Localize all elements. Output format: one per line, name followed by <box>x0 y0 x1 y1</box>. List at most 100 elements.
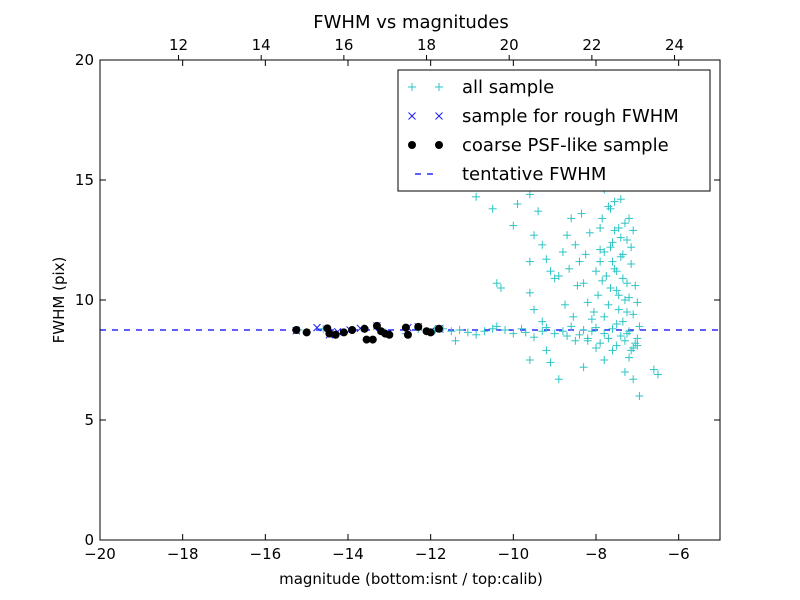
series-0-point-137 <box>600 312 609 321</box>
series-0-point-42 <box>620 336 629 345</box>
legend-entry-3: tentative FWHM <box>415 164 606 185</box>
series-0-point-106 <box>633 298 642 307</box>
series-2-point-16 <box>426 328 435 337</box>
series-0-point-146 <box>610 197 619 206</box>
series-0-point-117 <box>581 250 590 259</box>
legend-marker-2-b <box>435 141 443 149</box>
series-0-point-127 <box>618 250 627 259</box>
series-0-point-70 <box>554 375 563 384</box>
x-axis-label: magnitude (bottom:isnt / top:calib) <box>279 570 543 588</box>
x-tick-label-4: −12 <box>415 545 447 563</box>
series-0-point-53 <box>513 200 522 208</box>
legend-label-0: all sample <box>462 77 554 98</box>
series-0-point-66 <box>538 317 547 326</box>
series-0-point-63 <box>492 279 501 288</box>
legend-marker-1-b <box>435 112 443 120</box>
series-2-point-7 <box>362 335 371 344</box>
series-0-point-84 <box>575 257 584 266</box>
series-0-point-132 <box>620 296 629 304</box>
series-0-point-107 <box>633 341 642 350</box>
series-0-point-21 <box>517 324 526 333</box>
series-0-point-122 <box>561 300 569 309</box>
series-0-point-19 <box>501 326 510 334</box>
series-0-point-115 <box>589 308 598 316</box>
series-0-point-32 <box>579 326 588 334</box>
series-2-point-8 <box>368 335 377 344</box>
series-0-point-126 <box>614 291 623 300</box>
series-0-point-48 <box>627 346 636 355</box>
series-2-point-0 <box>292 326 301 334</box>
legend-label-2: coarse PSF-like sample <box>462 135 669 156</box>
series-0-point-29 <box>567 322 576 331</box>
series-0-point-34 <box>587 327 596 336</box>
series-0-point-51 <box>488 204 497 213</box>
series-0-point-71 <box>579 363 588 372</box>
series-0-point-103 <box>627 260 636 268</box>
series-0-point-30 <box>571 336 580 345</box>
x-tick-label-2: −16 <box>250 545 282 563</box>
series-2-point-14 <box>414 322 423 331</box>
series-0-point-89 <box>596 245 605 254</box>
axes: −20 −18 −16 −14 −12 −10 −8 −6 0 5 10 15 20 12 14 16 18 20… <box>75 36 721 563</box>
series-0-point-24 <box>538 327 547 336</box>
series-0-point-15 <box>472 330 481 339</box>
series-0-point-74 <box>620 368 629 376</box>
series-0-point-129 <box>627 243 636 252</box>
series-0-point-110 <box>616 195 625 204</box>
legend-frame <box>397 69 711 192</box>
series-0-point-59 <box>546 267 555 276</box>
series-2-point-13 <box>403 330 412 339</box>
series-2-point-19 <box>377 327 386 336</box>
series-0-point-125 <box>610 226 619 235</box>
x-tick-label-1: −18 <box>167 545 199 563</box>
series-0-point-147 <box>606 243 615 252</box>
series-0-point-85 <box>579 279 588 288</box>
x-tick-label-0: −20 <box>84 545 116 563</box>
series-0-point-90 <box>596 224 605 232</box>
series-0-point-37 <box>600 329 609 338</box>
series-0-point-141 <box>604 300 613 309</box>
legend-marker-1-b-b <box>435 112 443 120</box>
series-2-point-12 <box>401 323 410 332</box>
series-0-point-64 <box>525 288 534 297</box>
series-0-point-40 <box>612 341 621 350</box>
series-0-point-83 <box>571 240 580 249</box>
x-tick-label-7: −6 <box>668 545 690 563</box>
series-2-point-3 <box>331 330 340 339</box>
series-0-point-75 <box>625 353 634 362</box>
series-0-point-105 <box>631 281 640 290</box>
legend-marker-0-b <box>435 83 443 91</box>
series-0-point-20 <box>509 329 518 338</box>
series-0-point-124 <box>602 272 611 280</box>
series-0-point-36 <box>596 339 605 348</box>
series-0-point-116 <box>585 228 594 237</box>
legend-marker-1-a <box>408 112 416 120</box>
y-axis-label: FWHM (pix) <box>50 257 68 344</box>
series-0-point-111 <box>604 202 613 211</box>
series-1-point-1-b <box>313 323 321 332</box>
y-tick-label-2: 10 <box>75 291 94 309</box>
x-tick-label-3: −14 <box>332 545 364 563</box>
series-0-point-87 <box>587 315 596 324</box>
series-0-point-39 <box>608 324 617 333</box>
legend-label-3: tentative FWHM <box>462 164 606 185</box>
series-0-point-119 <box>573 281 582 290</box>
series-0-point-136 <box>608 257 617 266</box>
legend-marker-0-a <box>408 83 416 91</box>
series-0-point-78 <box>649 365 658 374</box>
x-tick-label-6: −8 <box>585 545 607 563</box>
series-0-point-28 <box>563 332 572 340</box>
series-0-point-61 <box>550 274 559 283</box>
top-tick-label-5: 22 <box>582 36 601 54</box>
series-2-point-11 <box>385 330 394 339</box>
series-0-point-17 <box>488 324 497 333</box>
series-0-point-65 <box>530 305 538 314</box>
series-2-point-18 <box>325 329 334 338</box>
legend-label-1: sample for rough FWHM <box>462 106 679 127</box>
series-0-point-50 <box>472 192 481 201</box>
series-0-point-12 <box>455 326 464 334</box>
top-tick-label-4: 20 <box>500 36 519 54</box>
series-0-point-58 <box>542 255 551 264</box>
series-0-point-22 <box>521 328 530 337</box>
